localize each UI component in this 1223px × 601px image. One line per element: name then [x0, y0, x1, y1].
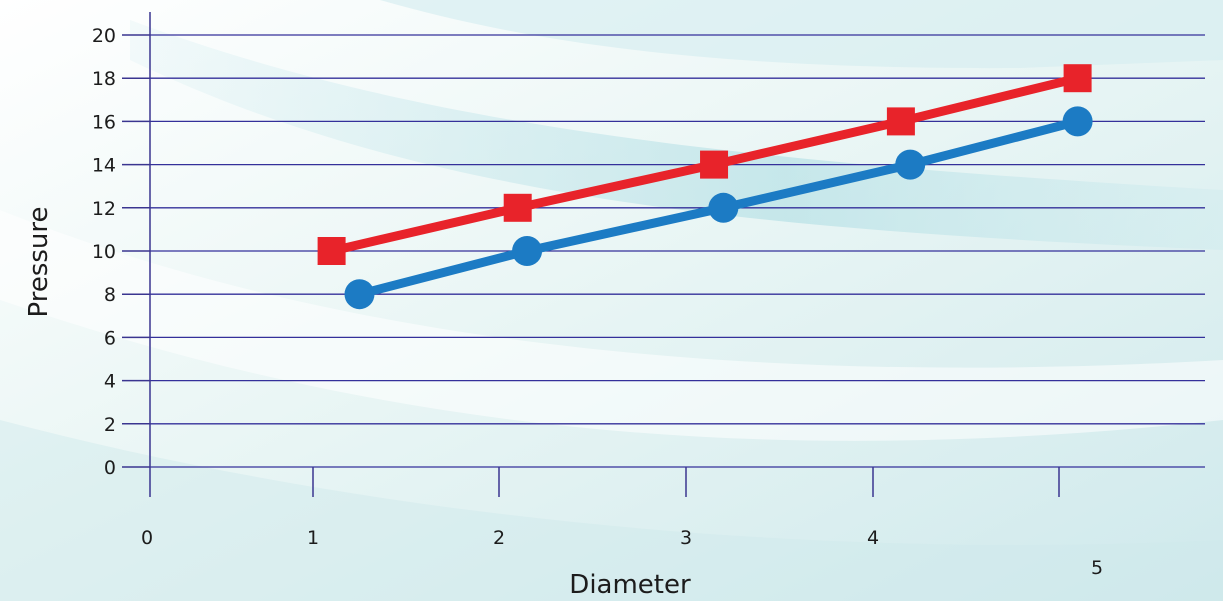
y-tick-label: 18 [92, 68, 116, 90]
series-1-point [1063, 64, 1092, 93]
y-tick-label: 20 [92, 25, 116, 47]
series-1-point [503, 193, 532, 222]
series-1-point [886, 107, 915, 136]
y-tick-label: 6 [104, 327, 116, 349]
y-tick-label: 0 [104, 457, 116, 479]
x-tick-label: 2 [493, 527, 505, 549]
y-axis-title: Pressure [24, 206, 54, 317]
series-2-point [708, 192, 739, 223]
y-tick-label: 12 [92, 198, 116, 220]
series-2 [344, 106, 1093, 310]
series-1 [317, 64, 1092, 265]
series-2-point [512, 236, 543, 266]
series-1-point [700, 150, 729, 179]
series-2-point [1062, 106, 1093, 137]
series-2-point [344, 279, 375, 310]
y-tick-label: 16 [92, 111, 116, 133]
x-tick-label: 4 [867, 527, 879, 549]
y-tick-label: 2 [104, 414, 116, 436]
y-tick-label: 10 [92, 241, 116, 263]
axes [122, 12, 1060, 497]
x-tick-label: 5 [1091, 557, 1103, 579]
x-tick-labels: 0 1 2 3 4 5 [141, 527, 1103, 579]
x-tick-label: 0 [141, 527, 153, 549]
y-tick-label: 4 [104, 371, 116, 393]
series-1-point [317, 237, 346, 265]
x-axis-title: Diameter [569, 570, 691, 600]
y-tick-label: 8 [104, 284, 116, 306]
x-tick-label: 3 [680, 527, 692, 549]
data-series [317, 64, 1093, 310]
gridlines [150, 34, 1205, 468]
y-tick-label: 14 [92, 155, 116, 177]
x-tick-label: 1 [307, 527, 319, 549]
y-tick-labels: 0 2 4 6 8 10 12 14 16 18 20 [92, 25, 116, 479]
series-2-point [895, 149, 926, 180]
